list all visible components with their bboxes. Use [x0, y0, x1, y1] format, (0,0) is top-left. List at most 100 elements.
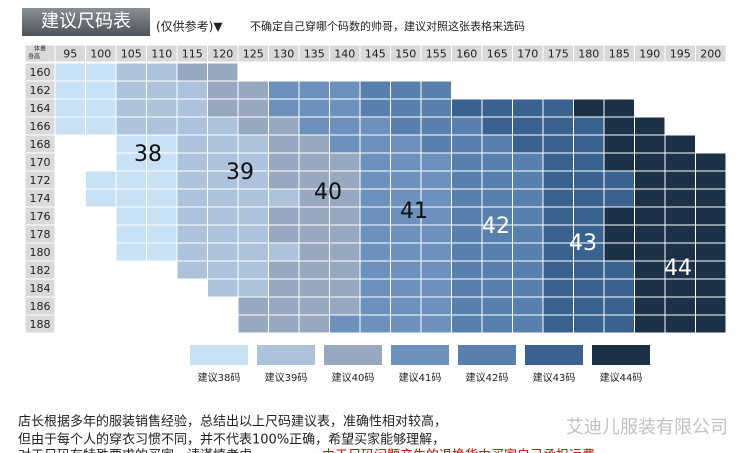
legend-label: 建议44码 — [600, 371, 643, 384]
size-cell — [695, 242, 727, 262]
size-cell — [359, 278, 391, 298]
size-cell — [664, 278, 696, 298]
legend-label: 建议39码 — [265, 371, 308, 384]
size-cell — [329, 242, 361, 262]
size-cell — [268, 296, 300, 316]
size-cell — [695, 170, 727, 190]
size-cell — [176, 62, 208, 82]
size-label: 41 — [400, 199, 428, 224]
size-cell — [390, 98, 422, 118]
size-cell — [207, 188, 239, 208]
size-cell — [359, 260, 391, 280]
size-cell — [54, 80, 86, 100]
size-cell — [237, 116, 269, 136]
size-cell — [329, 314, 361, 334]
size-cell — [481, 152, 513, 172]
column-header: 105 — [121, 48, 142, 61]
size-cell — [603, 206, 635, 226]
size-cell — [146, 62, 178, 82]
size-cell — [512, 206, 544, 226]
size-cell — [146, 80, 178, 100]
size-cell — [512, 278, 544, 298]
size-cell — [512, 98, 544, 118]
row-header: 166 — [30, 120, 51, 133]
size-cell — [542, 98, 574, 118]
size-cell — [420, 80, 452, 100]
size-cell — [237, 80, 269, 100]
column-header: 100 — [90, 48, 111, 61]
size-cell — [420, 98, 452, 118]
hint: 不确定自己穿哪个码数的帅哥，建议对照这张表格来选码 — [250, 19, 525, 33]
size-cell — [146, 170, 178, 190]
size-cell — [298, 206, 330, 226]
size-cell — [176, 206, 208, 226]
row-header: 180 — [30, 246, 51, 259]
size-cell — [420, 278, 452, 298]
size-cell — [451, 260, 483, 280]
size-cell — [115, 62, 147, 82]
size-label: 44 — [664, 256, 692, 281]
size-cell — [603, 188, 635, 208]
size-cell — [268, 224, 300, 244]
size-cell — [664, 134, 696, 154]
size-cell — [634, 296, 666, 316]
column-header: 195 — [670, 48, 691, 61]
row-header: 188 — [30, 318, 51, 331]
size-cell — [176, 242, 208, 262]
size-cell — [481, 134, 513, 154]
size-cell — [451, 224, 483, 244]
size-cell — [573, 170, 605, 190]
size-cell — [695, 224, 727, 244]
size-cell — [634, 278, 666, 298]
size-cell — [420, 134, 452, 154]
size-cell — [695, 188, 727, 208]
size-cell — [390, 170, 422, 190]
size-cell — [237, 98, 269, 118]
size-cell — [329, 260, 361, 280]
size-cell — [634, 260, 666, 280]
size-cell — [390, 134, 422, 154]
size-cell — [603, 242, 635, 262]
size-cell — [207, 116, 239, 136]
size-cell — [85, 80, 117, 100]
column-header: 140 — [334, 48, 355, 61]
size-cell — [237, 278, 269, 298]
size-cell — [298, 242, 330, 262]
size-cell — [420, 242, 452, 262]
footer-line: 但由于每个人的穿衣习惯不同，并不代表100%正确，希望买家能够理解， — [18, 432, 445, 448]
size-cell — [664, 152, 696, 172]
size-label: 40 — [314, 180, 342, 205]
size-cell — [237, 224, 269, 244]
size-cell — [634, 152, 666, 172]
size-cell — [207, 62, 239, 82]
size-cell — [359, 314, 391, 334]
row-header: 172 — [30, 174, 51, 187]
size-cell — [115, 170, 147, 190]
size-cell — [451, 206, 483, 226]
size-cell — [115, 98, 147, 118]
row-header: 162 — [30, 84, 51, 97]
size-cell — [207, 134, 239, 154]
size-cell — [573, 296, 605, 316]
column-header: 130 — [273, 48, 294, 61]
size-cell — [542, 152, 574, 172]
watermark: 艾迪儿服装有限公司 — [566, 417, 728, 438]
size-cell — [115, 188, 147, 208]
row-header: 170 — [30, 156, 51, 169]
size-cell — [268, 314, 300, 334]
size-cell — [634, 242, 666, 262]
size-cell — [268, 152, 300, 172]
column-header: 135 — [304, 48, 325, 61]
row-header: 164 — [30, 102, 51, 115]
size-cell — [237, 314, 269, 334]
size-cell — [115, 224, 147, 244]
size-cell — [451, 278, 483, 298]
size-cell — [146, 98, 178, 118]
size-cell — [390, 260, 422, 280]
size-cell — [359, 242, 391, 262]
size-cell — [603, 116, 635, 136]
legend-swatch — [190, 345, 248, 365]
size-cell — [695, 314, 727, 334]
size-cell — [481, 242, 513, 262]
